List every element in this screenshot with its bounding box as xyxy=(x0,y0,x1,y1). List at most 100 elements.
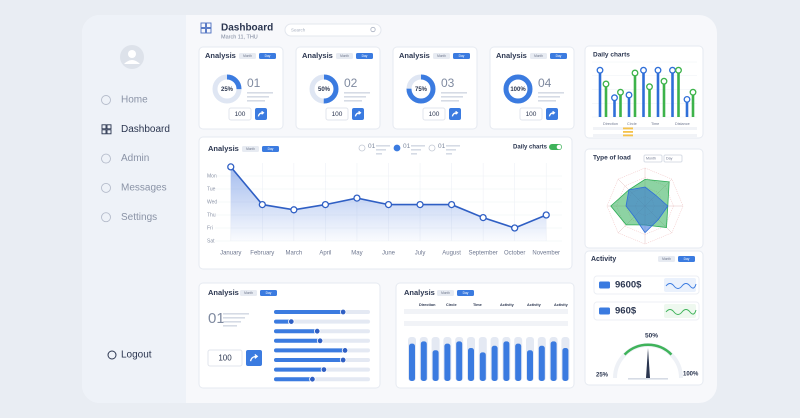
tab[interactable] xyxy=(239,53,256,59)
tab[interactable] xyxy=(453,53,470,59)
text-line xyxy=(344,96,366,98)
tab-label[interactable]: Day xyxy=(459,54,465,58)
x-tick-label: January xyxy=(220,251,241,257)
slider-knob[interactable] xyxy=(314,328,321,335)
menu-item[interactable]: Dashboard xyxy=(121,124,170,135)
slider-knob[interactable] xyxy=(339,356,347,364)
slider-fill xyxy=(274,348,346,353)
tab[interactable] xyxy=(262,146,279,152)
tab[interactable] xyxy=(530,53,547,59)
search-box[interactable] xyxy=(284,23,382,37)
share-button[interactable] xyxy=(246,350,262,366)
tab[interactable] xyxy=(433,53,450,59)
gauge-min: 25% xyxy=(596,373,609,379)
tab-label[interactable]: Month xyxy=(244,291,253,295)
slider-knob[interactable] xyxy=(288,318,295,325)
tab[interactable] xyxy=(658,256,675,262)
slider-fill xyxy=(274,329,318,334)
tab-label[interactable]: Day xyxy=(362,54,368,58)
point xyxy=(384,200,393,209)
tab-label[interactable]: Month xyxy=(437,54,446,58)
slider-knob[interactable] xyxy=(320,366,328,373)
bar xyxy=(550,341,557,381)
y-tick-label: Fri xyxy=(207,225,213,231)
value: 100 xyxy=(218,354,232,363)
menu-item[interactable]: Admin xyxy=(121,153,149,164)
table-header: Activity xyxy=(500,303,515,307)
tab[interactable] xyxy=(259,53,276,59)
mini-chart xyxy=(664,304,696,318)
area xyxy=(230,166,547,241)
menu-item[interactable]: Home xyxy=(121,95,148,106)
bar xyxy=(456,341,463,381)
tab-label[interactable]: Month xyxy=(340,54,349,58)
tab[interactable] xyxy=(260,290,277,296)
menu-item[interactable]: Messages xyxy=(121,183,167,194)
slider-knob[interactable] xyxy=(309,376,316,383)
x-tick-label: August xyxy=(442,251,461,257)
menu-item[interactable]: Settings xyxy=(121,212,157,223)
tab-label[interactable]: Month xyxy=(441,291,450,295)
slider-knob[interactable] xyxy=(316,337,324,344)
tab-label[interactable]: Day xyxy=(265,54,271,58)
table-row xyxy=(404,321,568,326)
tab[interactable] xyxy=(437,290,454,296)
tab[interactable] xyxy=(242,146,259,152)
tab-label[interactable]: Day xyxy=(684,257,690,261)
date: March 11, THU xyxy=(221,34,258,40)
text-line xyxy=(411,153,417,155)
y-tick-label: Mon xyxy=(207,173,217,179)
lollipop-head xyxy=(625,91,633,99)
x-tick-label: March xyxy=(286,251,303,257)
lollipop-head xyxy=(654,66,662,74)
point xyxy=(511,224,519,232)
tab[interactable] xyxy=(457,290,474,296)
card-number: 03 xyxy=(441,76,455,90)
tab-label[interactable]: Day xyxy=(556,54,562,58)
mini-wave xyxy=(665,309,697,315)
tab[interactable] xyxy=(550,53,567,59)
dropdown[interactable] xyxy=(643,154,663,163)
tab-label[interactable]: Month xyxy=(246,147,255,151)
logout[interactable]: Logout xyxy=(121,350,152,361)
y-tick-label: Tue xyxy=(207,186,216,192)
bar xyxy=(479,352,486,381)
text-line xyxy=(247,96,269,98)
share-button[interactable] xyxy=(255,108,267,120)
tab-label[interactable]: Day xyxy=(266,291,272,295)
tab[interactable] xyxy=(336,53,353,59)
tab-label[interactable]: Month xyxy=(662,257,671,261)
slider-knob[interactable] xyxy=(339,308,347,316)
dropdown-label[interactable]: Month xyxy=(646,157,656,161)
share-button[interactable] xyxy=(352,108,364,120)
table-header: Time xyxy=(473,303,482,307)
avatar-body xyxy=(124,60,140,64)
x-tick-label: June xyxy=(382,251,396,257)
value-box xyxy=(207,349,243,367)
dropdown[interactable] xyxy=(663,154,683,163)
menu-icon xyxy=(101,212,111,223)
search-placeholder[interactable]: Search xyxy=(291,28,306,33)
tab-label[interactable]: Day xyxy=(268,147,274,151)
x-tick-label: May xyxy=(351,251,362,257)
text-line xyxy=(538,92,564,94)
bar xyxy=(503,341,510,381)
dropdown-label[interactable]: Day xyxy=(666,157,673,161)
tab-label[interactable]: Month xyxy=(243,54,252,58)
tab[interactable] xyxy=(678,256,695,262)
text-line xyxy=(628,378,668,380)
share-button[interactable] xyxy=(449,108,461,120)
tab[interactable] xyxy=(240,290,257,296)
card-title: Analysis xyxy=(208,288,239,297)
share-button[interactable] xyxy=(546,108,558,120)
gauge-arc xyxy=(406,74,436,104)
tab-label[interactable]: Month xyxy=(534,54,543,58)
tab[interactable] xyxy=(356,53,373,59)
x-tick-label: February xyxy=(250,251,274,257)
header-icon xyxy=(200,22,206,28)
bar xyxy=(409,343,415,381)
share-icon xyxy=(249,353,259,362)
tab-label[interactable]: Day xyxy=(463,291,469,295)
slider-knob[interactable] xyxy=(341,347,349,354)
text-line xyxy=(376,153,382,155)
